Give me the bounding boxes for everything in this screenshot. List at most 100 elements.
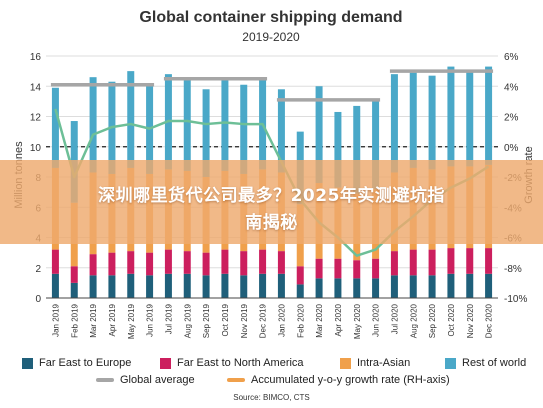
chart-title: Global container shipping demand [139,9,402,26]
bar-segment [221,249,229,274]
bar-segment [447,66,455,167]
legend-swatch-intra-asian [340,357,351,369]
x-tick-label: Dec 2019 [259,303,268,338]
legend-far-east-north-america: Far East to North America [160,357,304,369]
x-tick-label: Mar 2019 [89,303,98,337]
bar-segment [70,282,78,298]
bar-segment [390,275,398,298]
y-tick-label: 12 [30,113,42,124]
y-tick-label: 10 [30,143,42,154]
bar-segment [428,275,436,298]
bar-segment [127,71,135,168]
x-tick-label: Mar 2020 [315,303,324,337]
bar-segment [183,273,191,298]
bar-segment [466,273,474,298]
bar-segment [127,273,135,298]
overlay-banner [0,160,543,244]
legend-swatch-far-east-europe [22,357,33,369]
bar-segment [485,273,493,298]
legend-label: Rest of world [462,357,527,369]
x-tick-label: Oct 2019 [221,303,230,336]
x-tick-label: Aug 2020 [409,303,418,338]
bar-segment [89,275,97,298]
y2-tick-label: 4% [504,82,519,93]
overlay-title-line1: 深圳哪里货代公司最多？2025年实测避坑指 [98,186,445,206]
bar-segment [334,278,342,298]
legend-label: Accumulated y-o-y growth rate (RH-axis) [251,374,450,386]
bar-segment [372,278,380,298]
bar-segment [240,84,248,174]
bar-segment [51,87,59,168]
bar-segment [259,249,267,274]
bar-segment [51,273,59,298]
x-tick-label: Jul 2019 [164,303,173,334]
bar-segment [277,89,285,173]
bar-segment [390,74,398,173]
x-tick-label: Feb 2020 [296,303,305,337]
bar-segment [409,72,417,168]
bar-segment [183,251,191,274]
bar-segment [202,252,210,276]
overlay-title-line2: 南揭秘 [245,213,298,233]
bar-segment [428,249,436,276]
x-tick-label: Jan 2020 [277,303,286,336]
bar-segment [409,275,417,298]
bar-segment [164,273,172,298]
bar-segment [202,275,210,298]
legend-swatch-rest-of-world [445,357,456,369]
legend-rest-of-world: Rest of world [445,357,526,369]
legend-growth-rate: Accumulated y-o-y growth rate (RH-axis) [227,374,450,386]
y-tick-label: 0 [35,294,41,305]
bar-segment [108,275,116,298]
x-tick-label: Aug 2019 [183,303,192,338]
bar-segment [353,105,361,194]
y2-tick-label: -8% [504,264,522,275]
bar-segment [89,254,97,276]
x-tick-label: Jun 2020 [372,303,381,336]
y-tick-label: 14 [30,82,42,93]
x-tick-label: Sep 2019 [202,303,211,338]
bar-segment [485,248,493,274]
x-tick-label: Nov 2020 [466,303,475,338]
global-average-line [50,69,494,102]
legend-far-east-europe: Far East to Europe [22,357,131,369]
y2-tick-label: 0% [504,143,519,154]
x-tick-label: Oct 2020 [447,303,456,336]
bar-segment [202,89,210,177]
x-tick-label: Dec 2020 [485,303,494,338]
bar-segment [70,266,78,283]
bar-segment [390,251,398,276]
bar-segment [277,251,285,274]
y-tick-label: 2 [35,264,41,275]
bar-segment [485,66,493,165]
y2-tick-label: 6% [504,52,519,63]
bar-segment [466,248,474,274]
x-tick-label: Feb 2019 [70,303,79,337]
y-tick-label: 16 [30,52,42,63]
bar-segment [315,258,323,279]
y2-tick-label: -10% [504,294,527,305]
x-tick-label: May 2019 [127,303,136,339]
x-tick-label: Jul 2020 [390,303,399,334]
bar-segment [428,75,436,170]
chart-subtitle: 2019-2020 [242,30,300,44]
bar-segment [334,111,342,188]
bar-segment [51,249,59,274]
x-tick-label: Jun 2019 [146,303,155,336]
bar-segment [296,284,304,298]
legend-label: Intra-Asian [357,357,411,369]
legend-swatch-global-average [96,378,114,382]
bar-segment [183,78,191,171]
bar-segment [146,275,154,298]
bar-segment [353,278,361,298]
bar-segment [466,69,474,167]
bar-segment [146,252,154,276]
legend-label: Far East to North America [177,357,304,369]
bar-segment [108,252,116,276]
bar-segment [372,258,380,279]
bar-segment [296,266,304,285]
bar-segment [315,278,323,298]
bar-segment [372,99,380,190]
x-tick-label: Apr 2020 [334,303,343,336]
x-tick-label: Apr 2019 [108,303,117,336]
